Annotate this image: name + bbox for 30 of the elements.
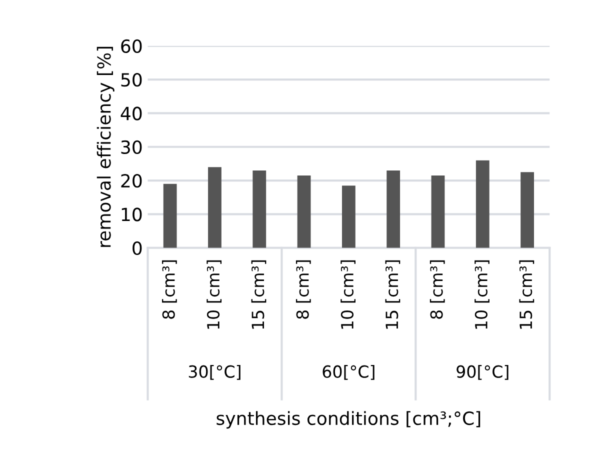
bar (386, 170, 400, 248)
bar (476, 160, 490, 248)
bar (252, 170, 266, 248)
bar (342, 186, 356, 248)
x-tick-label: 10 [cm³] (340, 260, 356, 329)
x-axis-title: synthesis conditions [cm³;°C] (216, 411, 480, 429)
y-tick-label: 60 (121, 39, 142, 54)
x-tick-label: 8 [cm³] (430, 260, 445, 319)
text: 90[°C] (456, 365, 508, 380)
x-tick-label: 15 [cm³] (385, 260, 400, 329)
text: 30[°C] (188, 365, 240, 380)
x-tick-label: 8 [cm³] (162, 260, 177, 319)
y-tick-label: 0 (132, 241, 142, 255)
y-tick-label: 40 (120, 106, 142, 120)
x-tick-label: 8 [cm³] (296, 260, 311, 319)
y-tick-label: 30 (121, 140, 142, 154)
bar (431, 175, 445, 248)
y-tick-label: 50 (121, 73, 142, 87)
y-tick-label: 10 (122, 208, 142, 222)
bar (520, 172, 534, 248)
x-tick-label: 15 [cm³] (519, 260, 534, 329)
y-tick-label: 20 (121, 174, 142, 188)
x-tick-label: 10 [cm³] (206, 260, 222, 329)
x-tick-label: 10 [cm³] (474, 260, 490, 329)
text: 60[°C] (322, 365, 374, 380)
bar (163, 184, 177, 248)
bar (208, 167, 222, 248)
y-axis-title: removal efficiency [%] (96, 46, 114, 247)
x-tick-label: 15 [cm³] (251, 260, 266, 329)
bar (297, 175, 311, 248)
